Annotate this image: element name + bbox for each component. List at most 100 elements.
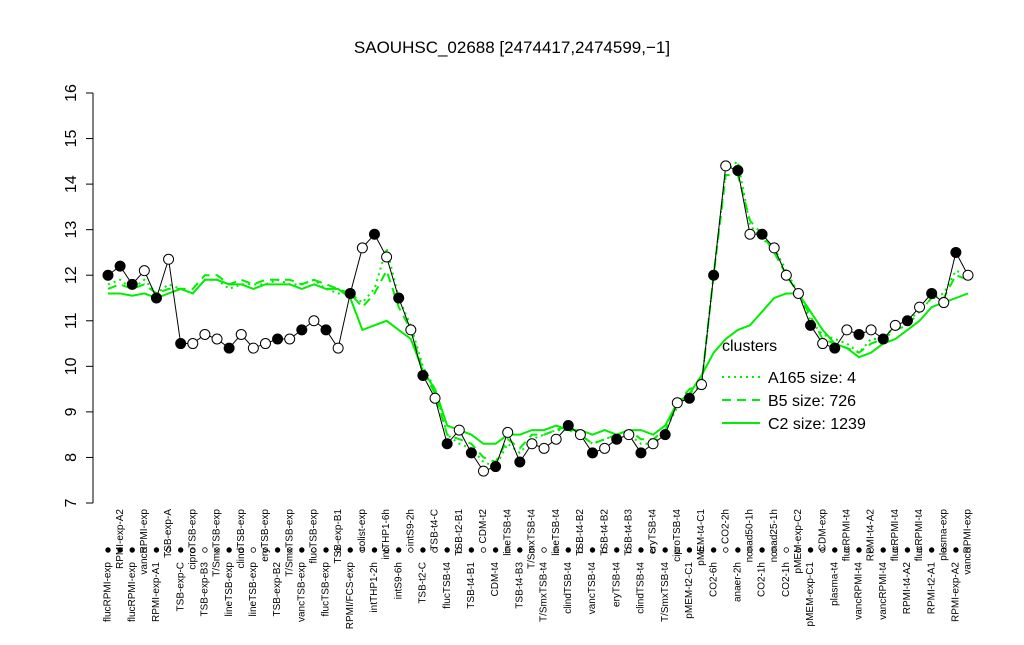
sample-dot bbox=[420, 547, 426, 553]
data-point bbox=[962, 269, 974, 281]
x-tick-label: T/SmxTSB-t4 bbox=[527, 509, 538, 569]
x-tick-label: RPMI-exp-A2 bbox=[115, 509, 126, 569]
x-tick-label: pMEM-t4-C1 bbox=[696, 509, 707, 566]
data-point bbox=[599, 442, 611, 454]
sample-dot bbox=[953, 547, 959, 553]
sample-dot bbox=[541, 547, 547, 553]
data-point bbox=[441, 438, 453, 450]
sample-dot bbox=[238, 547, 244, 553]
x-tick-label: TSB-exp-B3 bbox=[200, 562, 211, 617]
data-point bbox=[623, 429, 635, 441]
legend-title: clusters bbox=[722, 338, 777, 355]
x-tick-label: lineTSB-exp bbox=[248, 562, 259, 617]
sample-dot bbox=[771, 547, 777, 553]
sample-dot bbox=[383, 547, 390, 553]
x-tick-label: flucTSB-t4 bbox=[442, 562, 453, 609]
sample-dot bbox=[359, 547, 366, 553]
data-point bbox=[150, 292, 162, 304]
x-tick-label: eryTSB-t4 bbox=[611, 562, 622, 607]
data-point bbox=[284, 333, 296, 345]
data-point bbox=[647, 438, 659, 450]
sample-dot bbox=[928, 547, 935, 553]
data-point bbox=[235, 328, 247, 340]
sample-dot bbox=[371, 547, 378, 553]
sample-dot bbox=[190, 547, 196, 553]
data-point bbox=[102, 269, 114, 281]
data-point bbox=[877, 333, 889, 345]
y-tick-label: 10 bbox=[63, 357, 80, 375]
data-point bbox=[417, 369, 429, 381]
sample-dot bbox=[177, 547, 184, 553]
sample-dot bbox=[638, 547, 644, 553]
data-point bbox=[659, 429, 671, 441]
x-tick-label: lineTSB-exp bbox=[224, 562, 235, 617]
x-tick-label: vancRPMI-exp bbox=[139, 509, 150, 575]
data-point bbox=[356, 242, 368, 254]
y-tick-label: 8 bbox=[63, 453, 80, 462]
x-tick-label: flucRPMI-t4 bbox=[890, 509, 901, 562]
data-point bbox=[538, 442, 550, 454]
data-point bbox=[562, 420, 574, 432]
sample-dot bbox=[129, 547, 135, 553]
data-point bbox=[502, 426, 514, 438]
sample-dot bbox=[589, 547, 596, 553]
x-tick-label: vancRPMI-t4 bbox=[878, 562, 889, 620]
x-tick-label: intS9-6h bbox=[393, 562, 404, 599]
sample-dot bbox=[505, 547, 511, 553]
sample-dot bbox=[141, 547, 148, 553]
legend-label: A165 size: 4 bbox=[768, 370, 856, 387]
data-point bbox=[429, 392, 441, 404]
x-tick-label: flucRPMI-t4 bbox=[914, 509, 925, 562]
x-tick-label: T/SmxTSB-exp bbox=[284, 509, 295, 577]
sample-dot bbox=[468, 547, 475, 553]
data-point bbox=[477, 465, 489, 477]
sample-dot bbox=[299, 547, 305, 553]
data-point bbox=[574, 429, 586, 441]
y-tick-label: 12 bbox=[63, 266, 80, 284]
data-point bbox=[453, 424, 465, 436]
data-point bbox=[332, 342, 344, 354]
x-tick-label: RPMI-t4-A2 bbox=[866, 509, 877, 562]
data-point bbox=[138, 265, 150, 277]
x-tick-label: RPMI-t2-A1 bbox=[926, 562, 937, 615]
x-tick-label: clindTSB-t4 bbox=[636, 562, 647, 614]
data-point bbox=[768, 242, 780, 254]
x-tick-label: flucRPMI-exp bbox=[103, 562, 114, 622]
sample-dot bbox=[904, 547, 911, 553]
data-point bbox=[635, 447, 647, 459]
sample-dot bbox=[856, 547, 862, 553]
y-tick-label: 7 bbox=[63, 498, 80, 507]
data-point bbox=[889, 319, 901, 331]
sample-dot bbox=[432, 547, 438, 553]
x-tick-label: vancRPMI-t4 bbox=[854, 562, 865, 620]
x-tick-label: RPMI-exp-A1 bbox=[151, 562, 162, 622]
x-tick-label: flucRPMI-t4 bbox=[842, 509, 853, 562]
data-point bbox=[671, 397, 683, 409]
x-tick-label: lineTSB-t4 bbox=[502, 509, 513, 556]
x-tick-label: pMEM-t2-C1 bbox=[684, 562, 695, 619]
sample-dot bbox=[735, 547, 741, 553]
sample-dot bbox=[396, 547, 402, 553]
x-tick-label: TSB-exp-A bbox=[163, 509, 174, 558]
x-tick-label: TSB-t4-C bbox=[430, 509, 441, 551]
sample-dot bbox=[965, 547, 971, 553]
x-tick-label: CDM-exp bbox=[817, 509, 828, 552]
sample-dot bbox=[347, 547, 353, 553]
sample-dot bbox=[565, 547, 571, 553]
sample-dot bbox=[262, 547, 269, 553]
data-point bbox=[720, 160, 732, 172]
data-point bbox=[163, 253, 175, 265]
sample-dot bbox=[553, 547, 559, 553]
sample-dot bbox=[832, 547, 838, 553]
data-point bbox=[393, 292, 405, 304]
x-tick-label: CO2-6h bbox=[708, 562, 719, 597]
sample-dot bbox=[916, 547, 923, 553]
x-tick-label: intS9-2h bbox=[405, 509, 416, 546]
legend-label: C2 size: 1239 bbox=[768, 416, 866, 433]
x-tick-label: intTHP1-6h bbox=[381, 509, 392, 560]
sample-dot bbox=[819, 547, 826, 553]
x-tick-label: RPMI/FCS-exp bbox=[345, 562, 356, 630]
sample-dot bbox=[747, 547, 753, 553]
x-tick-label: vancTSB-exp bbox=[296, 562, 307, 622]
data-point bbox=[465, 447, 477, 459]
